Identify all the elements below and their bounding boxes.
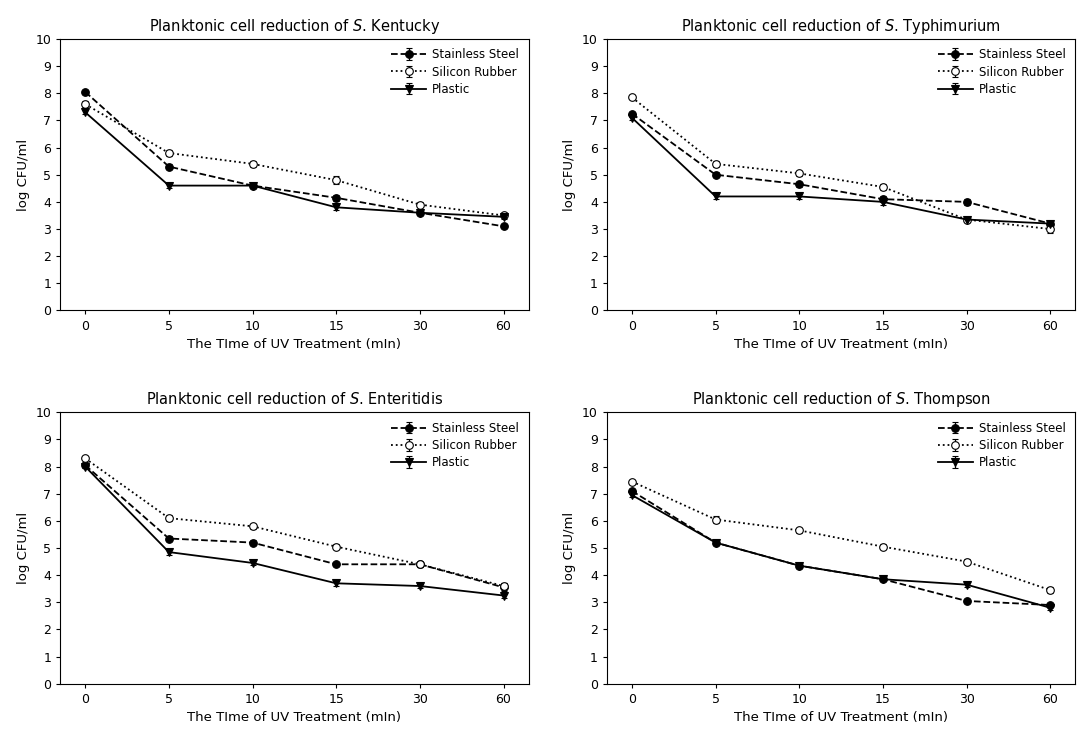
- Legend: Stainless Steel, Silicon Rubber, Plastic: Stainless Steel, Silicon Rubber, Plastic: [934, 418, 1069, 473]
- Legend: Stainless Steel, Silicon Rubber, Plastic: Stainless Steel, Silicon Rubber, Plastic: [388, 418, 523, 473]
- X-axis label: The TIme of UV Treatment (mIn): The TIme of UV Treatment (mIn): [188, 711, 402, 725]
- Title: Planktonic cell reduction of $\mathit{S}$. Thompson: Planktonic cell reduction of $\mathit{S}…: [691, 390, 990, 409]
- Y-axis label: log CFU/ml: log CFU/ml: [16, 512, 29, 584]
- Title: Planktonic cell reduction of $\mathit{S}$. Typhimurium: Planktonic cell reduction of $\mathit{S}…: [681, 16, 1001, 36]
- Title: Planktonic cell reduction of $\mathit{S}$. Enteritidis: Planktonic cell reduction of $\mathit{S}…: [146, 391, 443, 407]
- Y-axis label: log CFU/ml: log CFU/ml: [563, 139, 577, 210]
- Y-axis label: log CFU/ml: log CFU/ml: [16, 139, 29, 210]
- X-axis label: The TIme of UV Treatment (mIn): The TIme of UV Treatment (mIn): [734, 338, 948, 351]
- Legend: Stainless Steel, Silicon Rubber, Plastic: Stainless Steel, Silicon Rubber, Plastic: [388, 45, 523, 99]
- Legend: Stainless Steel, Silicon Rubber, Plastic: Stainless Steel, Silicon Rubber, Plastic: [934, 45, 1069, 99]
- Y-axis label: log CFU/ml: log CFU/ml: [563, 512, 577, 584]
- Title: Planktonic cell reduction of $\mathit{S}$. Kentucky: Planktonic cell reduction of $\mathit{S}…: [149, 16, 440, 36]
- X-axis label: The TIme of UV Treatment (mIn): The TIme of UV Treatment (mIn): [188, 338, 402, 351]
- X-axis label: The TIme of UV Treatment (mIn): The TIme of UV Treatment (mIn): [734, 711, 948, 725]
